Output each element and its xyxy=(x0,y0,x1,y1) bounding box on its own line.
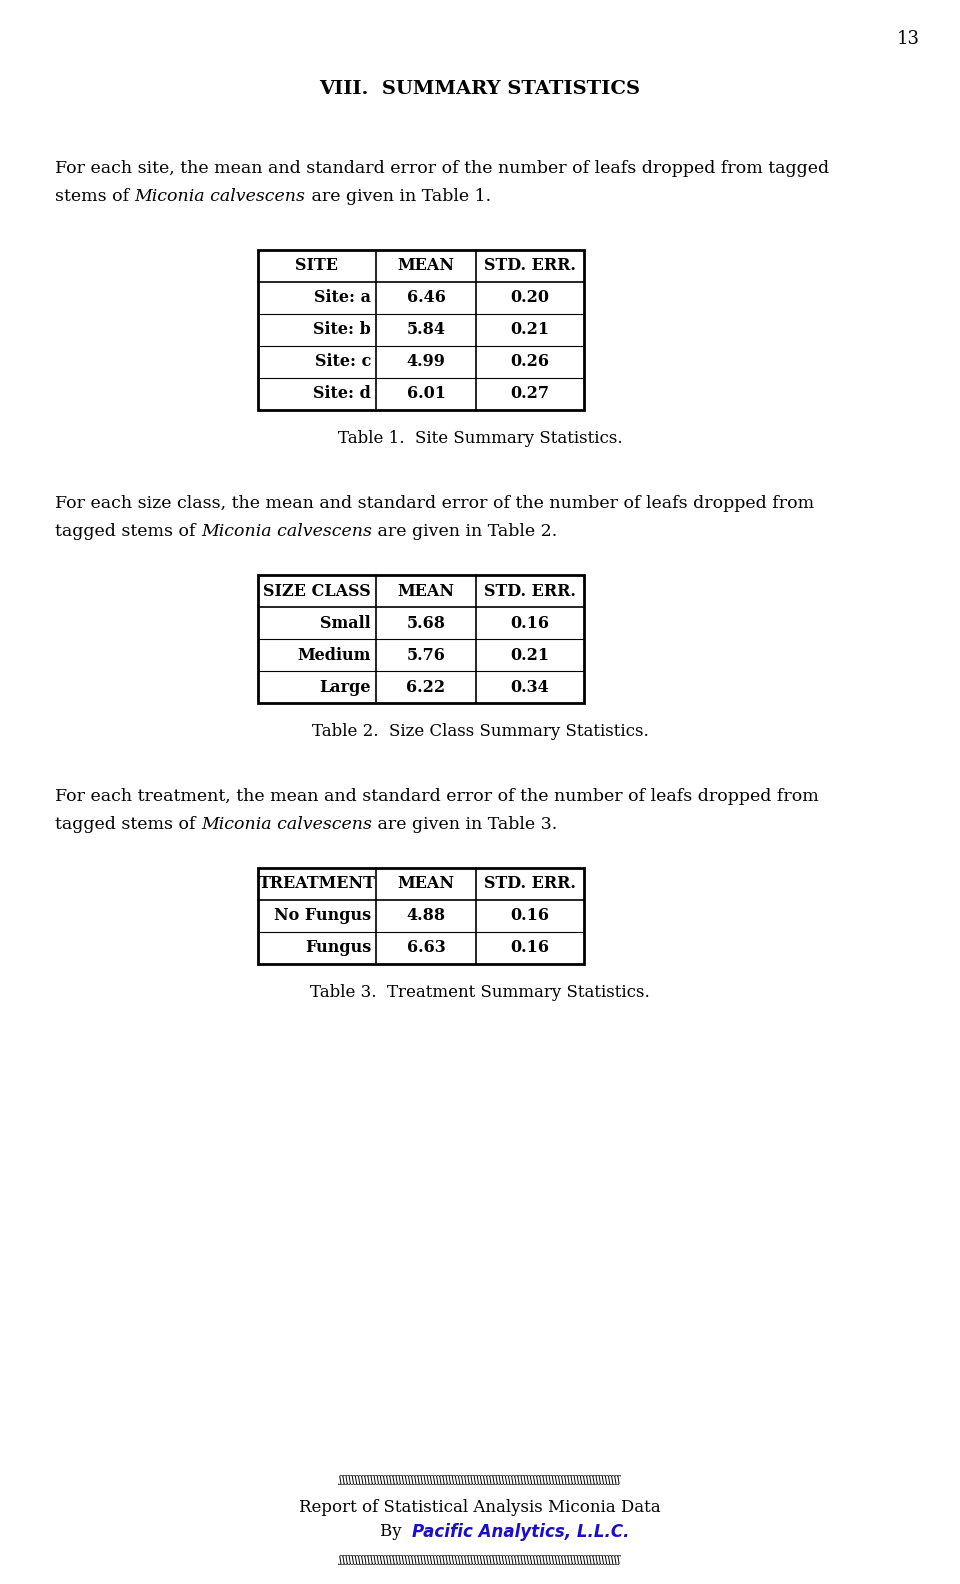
Text: By: By xyxy=(380,1524,412,1541)
Text: STD. ERR.: STD. ERR. xyxy=(484,876,576,892)
Text: MEAN: MEAN xyxy=(397,583,454,599)
Text: 0.27: 0.27 xyxy=(511,385,549,402)
Text: Miconia calvescens: Miconia calvescens xyxy=(134,188,305,204)
Text: are given in Table 1.: are given in Table 1. xyxy=(305,188,491,204)
Text: 6.01: 6.01 xyxy=(406,385,445,402)
Text: Miconia calvescens: Miconia calvescens xyxy=(201,816,372,833)
Text: Site: b: Site: b xyxy=(313,322,371,339)
Text: Site: d: Site: d xyxy=(313,385,371,402)
Text: Table 1.  Site Summary Statistics.: Table 1. Site Summary Statistics. xyxy=(338,429,622,447)
Text: 13: 13 xyxy=(897,30,920,48)
Text: are given in Table 2.: are given in Table 2. xyxy=(372,523,557,540)
Text: VIII.  SUMMARY STATISTICS: VIII. SUMMARY STATISTICS xyxy=(320,81,640,98)
Text: 5.76: 5.76 xyxy=(407,646,445,664)
Text: tagged stems of: tagged stems of xyxy=(55,816,201,833)
Text: 5.84: 5.84 xyxy=(406,322,445,339)
Text: 0.34: 0.34 xyxy=(511,678,549,695)
Text: Table 3.  Treatment Summary Statistics.: Table 3. Treatment Summary Statistics. xyxy=(310,984,650,1001)
Text: tagged stems of: tagged stems of xyxy=(55,523,201,540)
Text: TREATMENT: TREATMENT xyxy=(258,876,375,892)
Text: MEAN: MEAN xyxy=(397,876,454,892)
Text: 0.16: 0.16 xyxy=(511,939,549,957)
Text: For each treatment, the mean and standard error of the number of leafs dropped f: For each treatment, the mean and standar… xyxy=(55,787,819,805)
Text: 5.68: 5.68 xyxy=(406,615,445,632)
Text: 6.63: 6.63 xyxy=(407,939,445,957)
Text: Miconia calvescens: Miconia calvescens xyxy=(201,523,372,540)
Text: Large: Large xyxy=(320,678,371,695)
Text: are given in Table 3.: are given in Table 3. xyxy=(372,816,557,833)
Text: stems of: stems of xyxy=(55,188,134,204)
Text: 0.21: 0.21 xyxy=(511,322,549,339)
Text: Site: c: Site: c xyxy=(315,353,371,371)
Text: 4.88: 4.88 xyxy=(406,908,445,925)
Text: No Fungus: No Fungus xyxy=(274,908,371,925)
Text: STD. ERR.: STD. ERR. xyxy=(484,258,576,274)
Text: ʃʃʃʃʃʃʃʃʃʃʃʃʃʃʃʃʃʃʃʃʃʃʃʃʃʃʃʃʃʃʃʃʃʃʃʃʃʃʃʃʃʃʃʃʃʃʃʃʃʃʃʃʃʃʃʃʃʃʃʃʃʃʃʃʃʃʃʃʃʃʃʃʃʃʃʃʃʃʃʃ: ʃʃʃʃʃʃʃʃʃʃʃʃʃʃʃʃʃʃʃʃʃʃʃʃʃʃʃʃʃʃʃʃʃʃʃʃʃʃʃʃ… xyxy=(340,1555,620,1565)
Bar xyxy=(258,575,584,703)
Text: 0.26: 0.26 xyxy=(511,353,549,371)
Text: 6.46: 6.46 xyxy=(407,290,445,306)
Text: SITE: SITE xyxy=(296,258,339,274)
Text: Table 2.  Size Class Summary Statistics.: Table 2. Size Class Summary Statistics. xyxy=(312,722,648,740)
Bar xyxy=(258,868,584,965)
Bar xyxy=(258,250,584,410)
Text: For each site, the mean and standard error of the number of leafs dropped from t: For each site, the mean and standard err… xyxy=(55,160,829,177)
Text: Fungus: Fungus xyxy=(304,939,371,957)
Text: 0.16: 0.16 xyxy=(511,908,549,925)
Text: Small: Small xyxy=(321,615,371,632)
Text: 0.21: 0.21 xyxy=(511,646,549,664)
Text: Report of Statistical Analysis Miconia Data: Report of Statistical Analysis Miconia D… xyxy=(300,1500,660,1516)
Text: STD. ERR.: STD. ERR. xyxy=(484,583,576,599)
Text: Pacific Analytics, L.L.C.: Pacific Analytics, L.L.C. xyxy=(412,1522,630,1541)
Text: SIZE CLASS: SIZE CLASS xyxy=(263,583,371,599)
Text: 6.22: 6.22 xyxy=(406,678,445,695)
Text: Site: a: Site: a xyxy=(314,290,371,306)
Text: For each size class, the mean and standard error of the number of leafs dropped : For each size class, the mean and standa… xyxy=(55,494,814,512)
Text: 4.99: 4.99 xyxy=(407,353,445,371)
Text: Medium: Medium xyxy=(298,646,371,664)
Text: 0.20: 0.20 xyxy=(511,290,549,306)
Text: MEAN: MEAN xyxy=(397,258,454,274)
Text: ʃʃʃʃʃʃʃʃʃʃʃʃʃʃʃʃʃʃʃʃʃʃʃʃʃʃʃʃʃʃʃʃʃʃʃʃʃʃʃʃʃʃʃʃʃʃʃʃʃʃʃʃʃʃʃʃʃʃʃʃʃʃʃʃʃʃʃʃʃʃʃʃʃʃʃʃʃʃʃʃ: ʃʃʃʃʃʃʃʃʃʃʃʃʃʃʃʃʃʃʃʃʃʃʃʃʃʃʃʃʃʃʃʃʃʃʃʃʃʃʃʃ… xyxy=(340,1475,620,1486)
Text: 0.16: 0.16 xyxy=(511,615,549,632)
